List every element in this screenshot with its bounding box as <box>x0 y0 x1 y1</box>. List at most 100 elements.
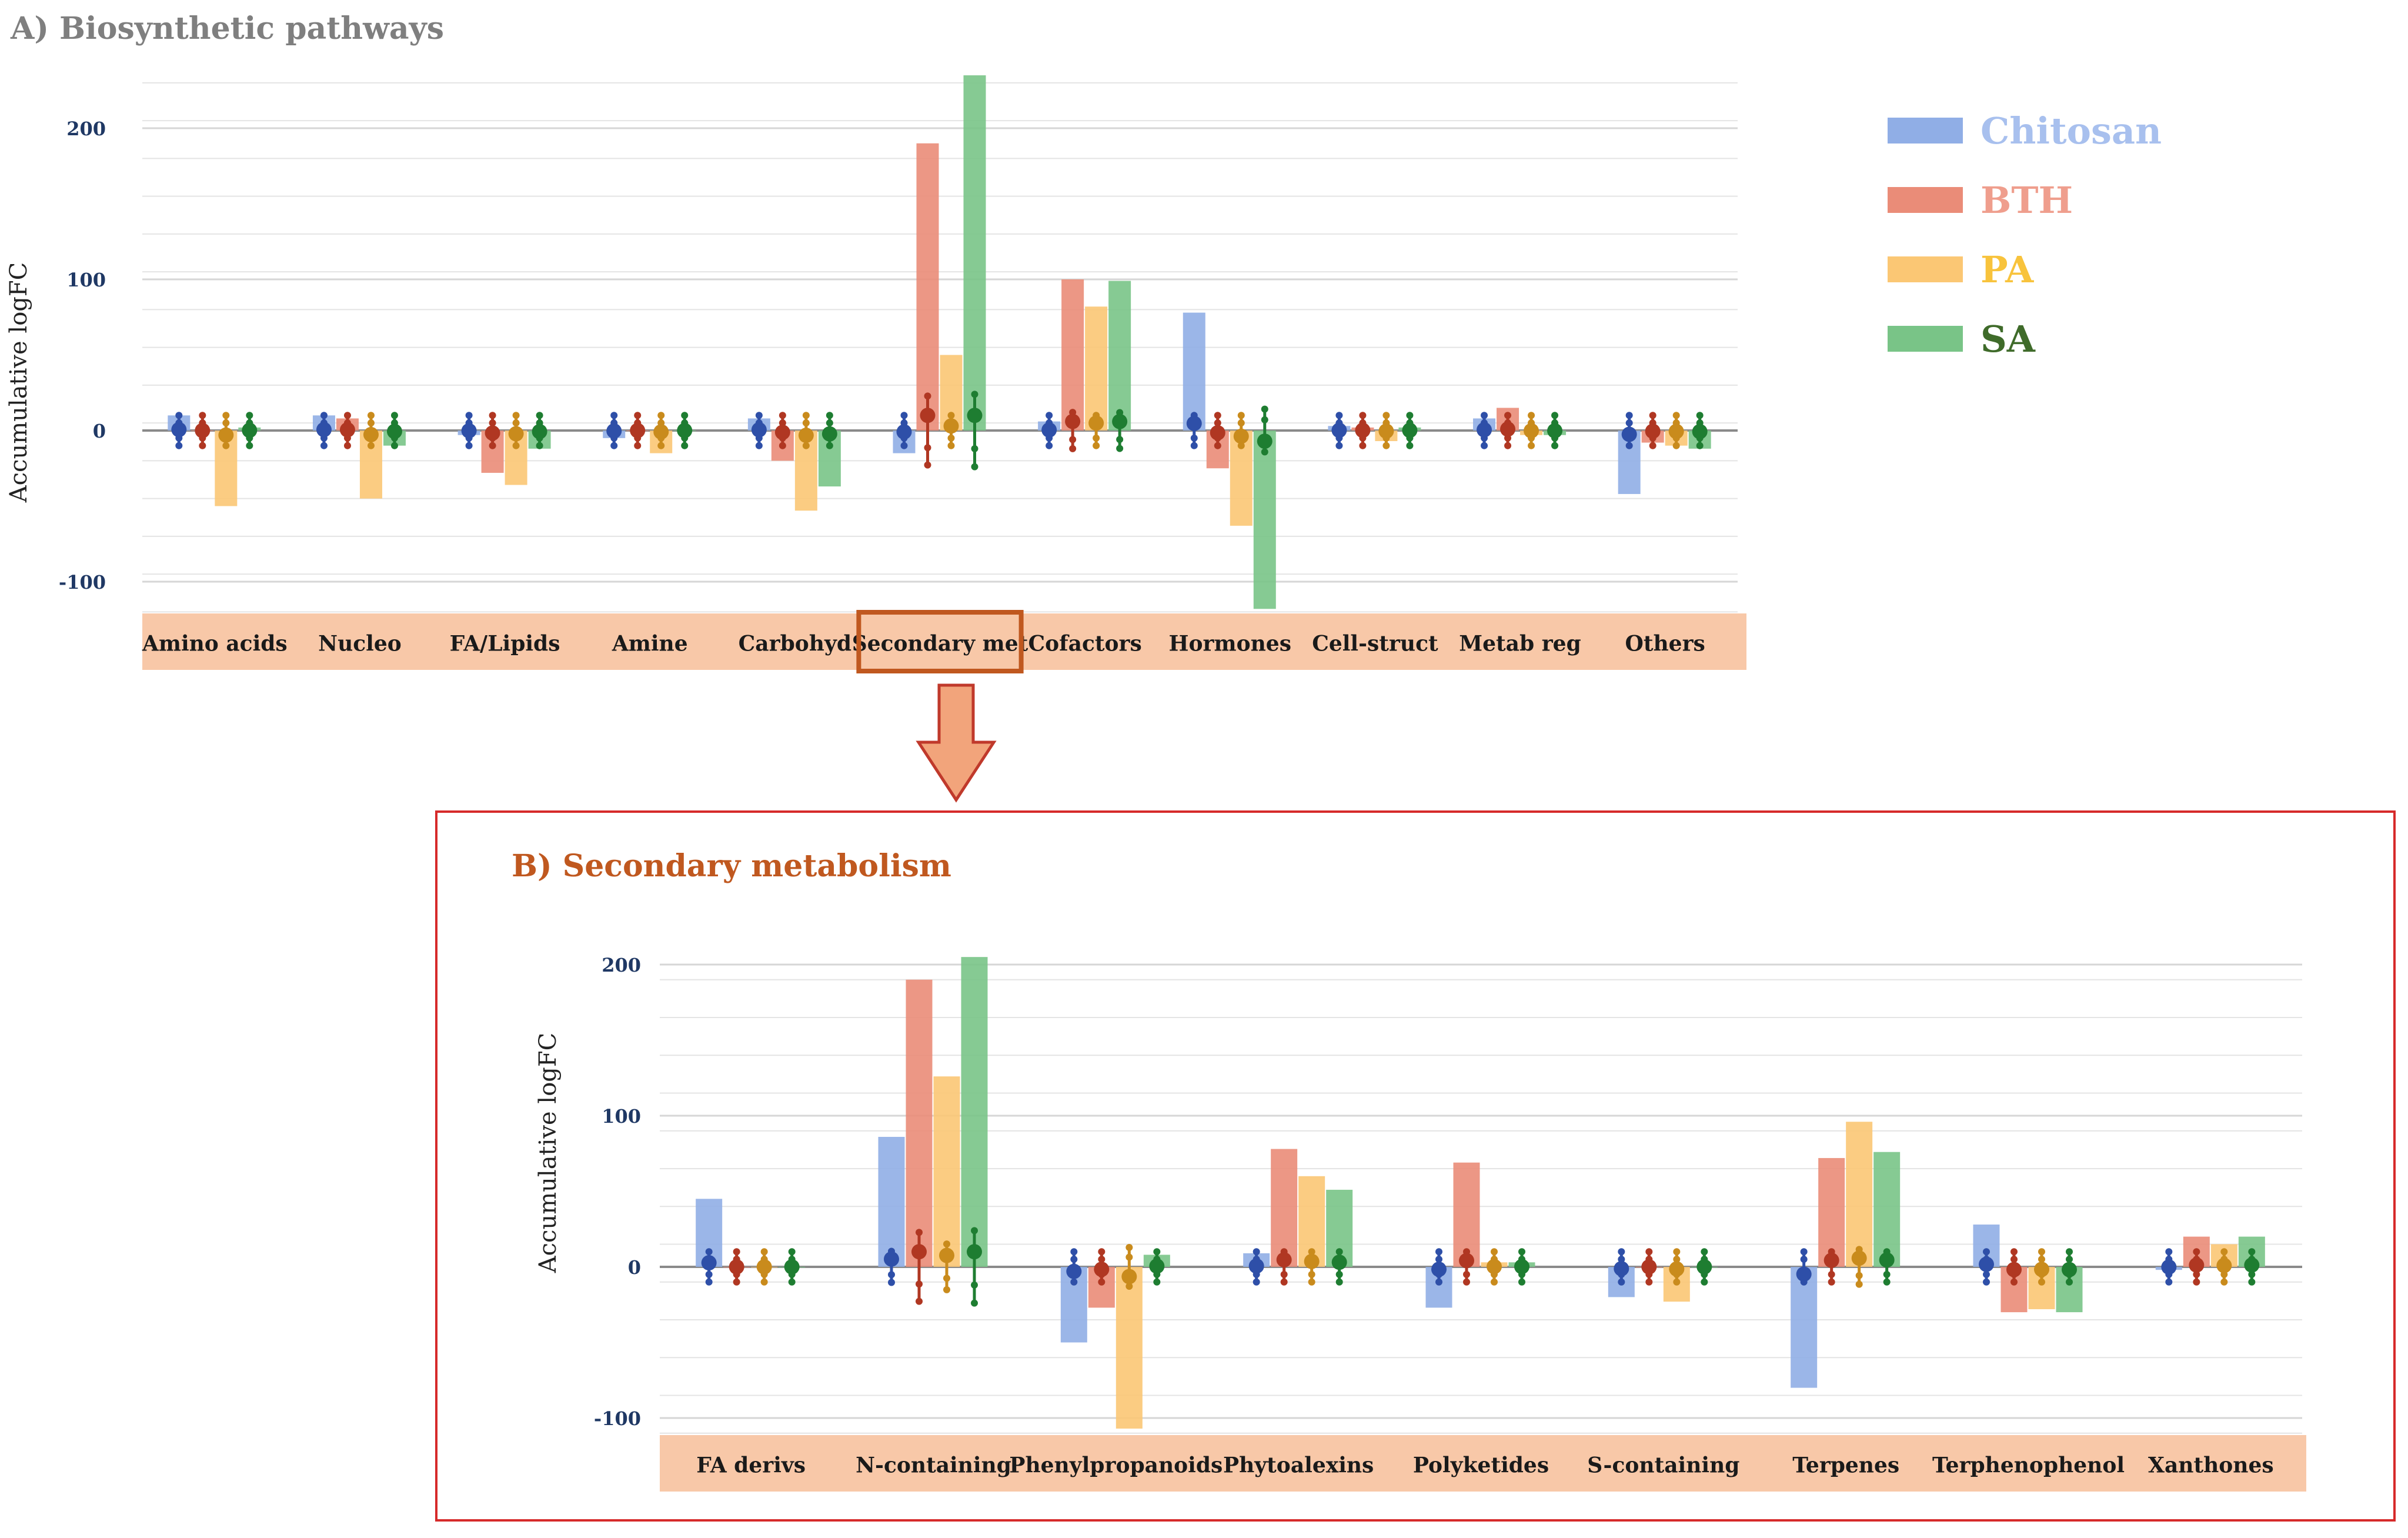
point-marker <box>802 419 810 427</box>
mean-marker <box>729 1259 744 1275</box>
point-marker <box>246 412 253 419</box>
point-marker <box>760 1278 768 1286</box>
point-marker <box>634 412 642 419</box>
legend-label-pa: PA <box>1980 248 2034 291</box>
point-marker <box>760 1248 768 1256</box>
point-marker <box>1528 412 1535 419</box>
x-tick-label: Metab reg <box>1459 631 1581 656</box>
mean-marker <box>1121 1269 1137 1285</box>
point-marker <box>1308 1278 1315 1286</box>
point-marker <box>755 412 763 419</box>
mean-marker <box>943 418 959 434</box>
point-marker <box>1098 1256 1106 1263</box>
mean-marker <box>508 426 524 442</box>
point-marker <box>1504 412 1512 419</box>
x-tick-label: Terpenes <box>1792 1453 1899 1477</box>
point-marker <box>1481 442 1488 449</box>
point-marker <box>1649 412 1656 419</box>
point-marker <box>1883 1278 1891 1286</box>
mean-marker <box>1210 425 1225 441</box>
mean-marker <box>1645 423 1661 439</box>
point-marker <box>1435 1278 1442 1286</box>
point-marker <box>733 1278 740 1286</box>
y-tick-label: -100 <box>59 571 106 593</box>
point-marker <box>971 445 978 452</box>
point-marker <box>1214 412 1221 419</box>
legend-label-sa: SA <box>1980 318 2036 361</box>
bar-chitosan <box>1791 1267 1818 1388</box>
point-marker <box>943 1240 950 1248</box>
point-marker <box>2010 1278 2018 1286</box>
point-marker <box>924 444 931 452</box>
point-marker <box>2038 1256 2045 1263</box>
x-tick-label: Cell-struct <box>1312 631 1438 656</box>
panel-b-secondary-metabolism: B) Secondary metabolism Accumulative logF… <box>512 848 2306 1492</box>
mean-marker <box>911 1244 927 1260</box>
mean-marker <box>2034 1262 2049 1277</box>
point-marker <box>1261 416 1268 423</box>
y-tick-label: 0 <box>93 420 106 442</box>
point-marker <box>536 412 543 419</box>
point-marker <box>1828 1278 1835 1286</box>
point-marker <box>826 419 833 427</box>
point-marker <box>1463 1270 1470 1278</box>
bar-pa <box>1846 1122 1873 1267</box>
point-marker <box>199 442 206 449</box>
mean-marker <box>1696 1259 1712 1275</box>
point-marker <box>2193 1278 2200 1286</box>
point-marker <box>634 442 642 449</box>
mean-marker <box>1431 1262 1447 1277</box>
point-marker <box>2220 1278 2228 1286</box>
point-marker <box>900 412 908 419</box>
legend-swatch-sa <box>1888 326 1963 352</box>
point-marker <box>465 442 473 449</box>
point-marker <box>222 442 230 449</box>
y-tick-label: 200 <box>66 118 106 140</box>
point-marker <box>1098 1248 1106 1256</box>
x-tick-label: Amine <box>612 631 688 656</box>
point-marker <box>1214 419 1221 427</box>
mean-marker <box>1879 1252 1895 1268</box>
point-marker <box>1855 1272 1863 1279</box>
point-marker <box>888 1279 895 1286</box>
point-marker <box>1649 442 1656 449</box>
mean-marker <box>2062 1262 2077 1277</box>
mean-marker <box>896 424 912 440</box>
point-marker <box>971 1281 978 1289</box>
mean-marker <box>1621 426 1637 442</box>
y-tick-label: 100 <box>66 269 106 291</box>
point-marker <box>222 419 230 427</box>
point-marker <box>1153 1278 1161 1286</box>
point-marker <box>512 419 520 427</box>
mean-marker <box>1547 423 1563 439</box>
mean-marker <box>1378 423 1394 439</box>
x-tick-label: Xanthones <box>2148 1453 2274 1477</box>
mean-marker <box>1979 1256 1994 1272</box>
point-marker <box>1618 1248 1625 1256</box>
point-marker <box>1673 1278 1681 1286</box>
mean-marker <box>606 423 622 439</box>
point-marker <box>916 1297 923 1305</box>
point-marker <box>246 442 253 449</box>
point-marker <box>1551 442 1559 449</box>
point-marker <box>1382 412 1390 419</box>
point-marker <box>971 1227 978 1235</box>
mean-marker <box>1514 1259 1529 1275</box>
point-marker <box>2066 1248 2073 1256</box>
point-marker <box>1435 1248 1442 1256</box>
mean-marker <box>171 422 187 438</box>
point-marker <box>1800 1256 1808 1263</box>
mean-marker <box>1487 1259 1502 1275</box>
point-marker <box>610 442 618 449</box>
point-marker <box>343 412 351 419</box>
point-marker <box>1116 436 1124 443</box>
mean-marker <box>1402 422 1418 438</box>
point-marker <box>657 412 665 419</box>
point-marker <box>943 1275 950 1282</box>
point-marker <box>826 412 833 419</box>
point-marker <box>1463 1278 1470 1286</box>
point-marker <box>1046 412 1053 419</box>
x-tick-label: Carbohyd <box>739 631 851 656</box>
point-marker <box>1093 434 1100 442</box>
x-tick-label: FA derivs <box>696 1453 806 1477</box>
